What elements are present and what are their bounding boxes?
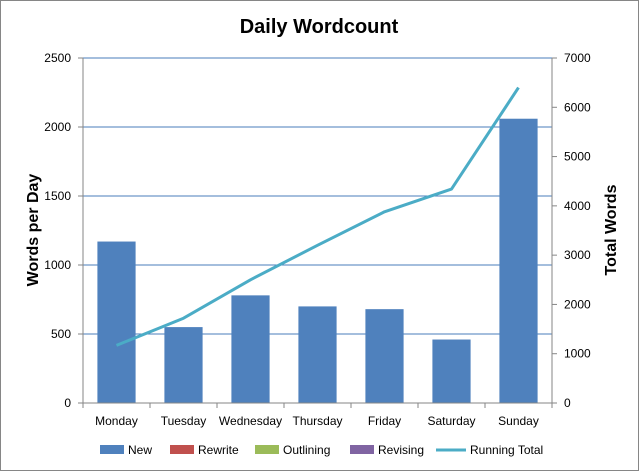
y2-tick-label: 7000 (564, 51, 591, 65)
legend-label: Outlining (283, 443, 330, 457)
line-series (115, 86, 520, 347)
y2-tick-label: 1000 (564, 347, 591, 361)
x-tick-label: Wednesday (219, 414, 282, 428)
y2-tick-label: 2000 (564, 297, 591, 311)
y-tick-label: 1000 (44, 258, 71, 272)
y-tick-label: 500 (51, 327, 71, 341)
legend-swatch (350, 445, 374, 454)
legend-label: Revising (378, 443, 424, 457)
legend: New Rewrite Outlining Revising Running Total (100, 443, 543, 457)
bar (365, 309, 404, 403)
y-tick-label: 2000 (44, 120, 71, 134)
y-tick-label: 2500 (44, 51, 71, 65)
bar (298, 306, 337, 403)
bar (164, 327, 203, 403)
y2-tick-labels: 0 1000 2000 3000 4000 5000 6000 7000 (564, 51, 591, 410)
bar (499, 118, 538, 403)
x-tick-label: Saturday (427, 414, 475, 428)
series-line (115, 86, 520, 347)
x-tick-label: Tuesday (161, 414, 207, 428)
y-tick-labels: 0 500 1000 1500 2000 2500 (44, 51, 71, 410)
bar (231, 295, 270, 403)
gridlines (83, 57, 552, 335)
legend-swatch (170, 445, 194, 454)
legend-label: New (128, 443, 152, 457)
legend-label: Running Total (470, 443, 543, 457)
y2-tick-label: 0 (564, 396, 571, 410)
bar (97, 241, 136, 403)
y2-axis-label: Total Words (603, 184, 620, 275)
y-axis-label: Words per Day (25, 174, 42, 287)
x-tick-label: Sunday (498, 414, 539, 428)
bar (432, 339, 471, 403)
y2-tick-label: 4000 (564, 199, 591, 213)
bar-series (97, 118, 538, 403)
x-tick-label: Friday (368, 414, 401, 428)
y2-tick-label: 3000 (564, 248, 591, 262)
y2-tick-label: 5000 (564, 150, 591, 164)
legend-swatch (255, 445, 279, 454)
x-tick-label: Monday (95, 414, 138, 428)
legend-swatch (100, 445, 124, 454)
y2-tick-label: 6000 (564, 100, 591, 114)
y-tick-label: 1500 (44, 189, 71, 203)
chart-title: Daily Wordcount (240, 16, 399, 38)
legend-label: Rewrite (198, 443, 239, 457)
x-tick-label: Thursday (292, 414, 342, 428)
x-tick-labels: Monday Tuesday Wednesday Thursday Friday Satu… (95, 414, 539, 428)
y-tick-label: 0 (64, 396, 71, 410)
axes (78, 57, 557, 408)
